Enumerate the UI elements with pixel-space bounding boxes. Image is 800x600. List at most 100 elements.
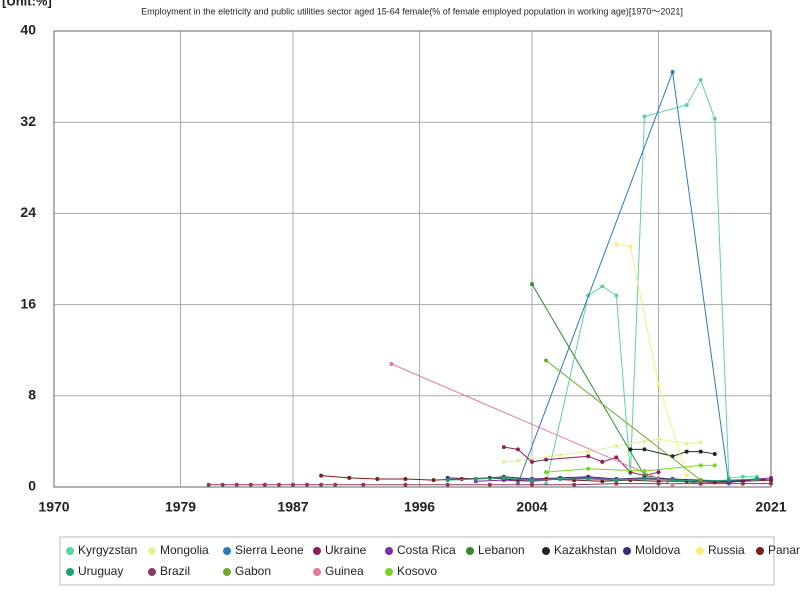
data-point [515, 458, 520, 463]
legend-label: Kyrgyzstan [78, 543, 137, 557]
data-point [501, 445, 506, 450]
data-point [586, 454, 591, 459]
series-line [545, 78, 757, 484]
data-point [684, 449, 689, 454]
legend-label: Russia [708, 543, 745, 557]
data-point [501, 475, 506, 480]
data-point [740, 481, 745, 486]
data-point [586, 449, 591, 454]
x-tick-label: 1987 [277, 499, 308, 515]
data-point [389, 361, 394, 366]
legend-marker [223, 568, 231, 576]
data-point [234, 482, 239, 487]
data-point [319, 482, 324, 487]
data-point [712, 451, 717, 456]
data-point [656, 470, 661, 475]
data-point [544, 358, 549, 363]
data-point [684, 479, 689, 484]
legend-label: Mongolia [160, 543, 209, 557]
data-point [769, 478, 773, 483]
data-point [276, 482, 281, 487]
data-point [445, 478, 450, 483]
legend-label: Uruguay [78, 564, 123, 578]
data-point [515, 447, 520, 452]
legend-marker [756, 547, 764, 555]
data-point [473, 477, 478, 482]
data-point [614, 478, 619, 483]
data-point [487, 482, 492, 487]
data-point [642, 439, 647, 444]
legend-marker [542, 547, 550, 555]
data-point [656, 437, 661, 442]
legend-label: Costa Rica [397, 543, 456, 557]
data-point [206, 482, 211, 487]
legend-marker [696, 547, 704, 555]
series-line [391, 363, 673, 486]
y-tick-label: 16 [20, 295, 36, 311]
y-tick-label: 40 [20, 22, 36, 38]
data-point [403, 477, 408, 482]
data-point [530, 282, 534, 287]
data-point [698, 78, 703, 83]
data-point [698, 478, 703, 483]
legend-label: Kosovo [397, 564, 437, 578]
data-point [698, 440, 703, 445]
data-point [684, 473, 689, 478]
unit-label: [Unit:%] [2, 0, 52, 8]
y-tick-label: 0 [28, 478, 36, 494]
legend-label: Panama [768, 543, 800, 557]
y-tick-label: 8 [28, 387, 36, 403]
legend-marker [66, 568, 74, 576]
x-tick-label: 2021 [755, 499, 786, 515]
legend-label: Lebanon [478, 543, 525, 557]
data-point [558, 477, 563, 482]
y-tick-label: 32 [20, 113, 36, 129]
data-point [445, 482, 450, 487]
data-point [698, 463, 703, 468]
data-point [670, 482, 675, 487]
data-point [487, 475, 492, 480]
data-point [670, 70, 675, 75]
data-point [262, 482, 267, 487]
data-point [614, 455, 619, 460]
x-tick-label: 2004 [516, 499, 547, 515]
data-point [614, 481, 619, 486]
legend-label: Gabon [235, 564, 271, 578]
data-point [642, 114, 647, 119]
data-point [614, 293, 619, 298]
data-point [459, 477, 464, 482]
data-point [558, 453, 563, 458]
data-point [628, 478, 633, 483]
legend-marker [313, 568, 321, 576]
legend-marker [466, 547, 474, 555]
data-point [614, 242, 619, 247]
data-point [769, 481, 773, 486]
data-point [712, 463, 717, 468]
data-point [628, 470, 633, 475]
plot-frame [53, 30, 772, 488]
data-point [642, 469, 647, 474]
series-line [503, 438, 701, 463]
x-tick-label: 1970 [38, 499, 69, 515]
legend-label: Sierra Leone [235, 543, 304, 557]
data-point [698, 481, 703, 486]
data-point [333, 482, 338, 487]
data-point [530, 478, 534, 483]
legend-marker [385, 547, 393, 555]
data-point [544, 457, 549, 462]
data-point [600, 459, 605, 464]
data-point [628, 244, 633, 249]
series-line [447, 477, 757, 482]
data-point [656, 382, 661, 387]
data-point [530, 456, 534, 461]
data-point [220, 482, 225, 487]
x-tick-label: 1979 [165, 499, 196, 515]
data-point [319, 473, 324, 478]
data-point [656, 481, 661, 486]
chart-title: Employment in the eletricity and public … [141, 6, 683, 16]
data-point [501, 459, 506, 464]
data-point [530, 459, 534, 464]
legend-marker [66, 547, 74, 555]
series-line [531, 283, 701, 485]
